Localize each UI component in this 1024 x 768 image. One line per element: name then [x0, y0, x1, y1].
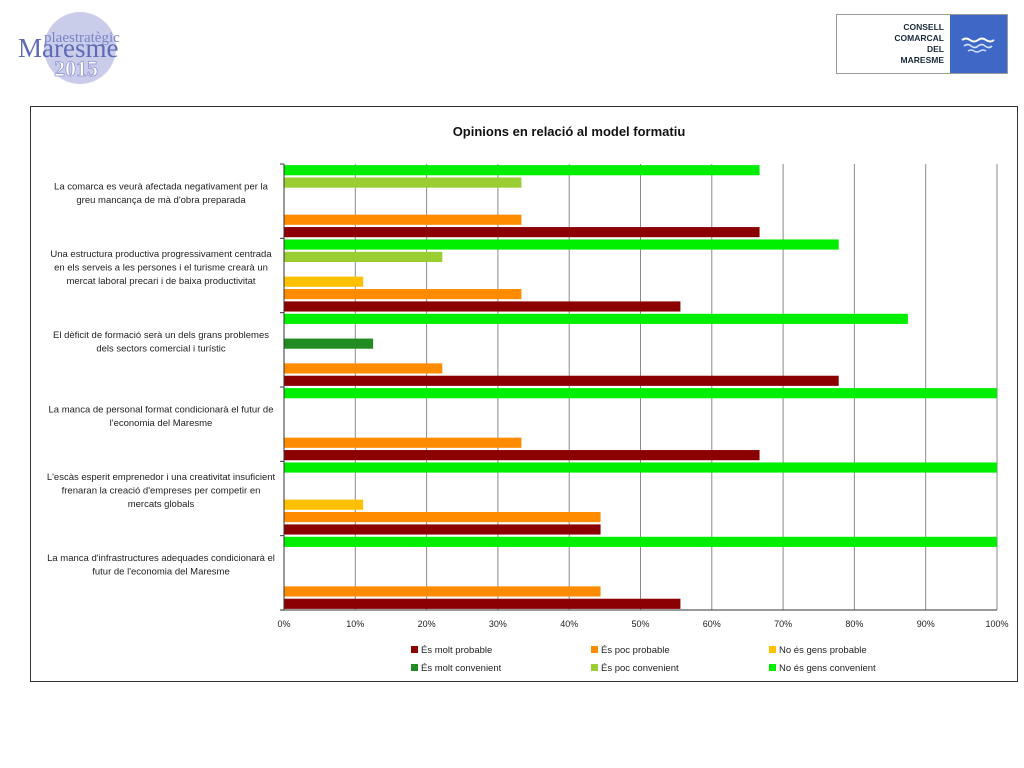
x-tick-label: 100%	[985, 619, 1008, 629]
consell-logo-line: MARESME	[900, 55, 944, 65]
bar	[284, 375, 839, 386]
category-label: mercat laboral precari i de baixa produc…	[66, 276, 255, 287]
category-label: mercats globals	[128, 499, 195, 510]
legend-swatch	[769, 664, 776, 671]
bar	[284, 239, 839, 250]
legend-swatch	[411, 646, 418, 653]
plaestrategic-logo: plaestratègic Maresme 2015	[14, 10, 154, 92]
x-tick-label: 40%	[560, 619, 578, 629]
category-label: La comarca es veurà afectada negativamen…	[54, 181, 269, 192]
legend-swatch	[591, 646, 598, 653]
category-label: greu mancança de mà d'obra preparada	[76, 195, 246, 206]
logo-line1: plaestratègic	[44, 30, 120, 46]
category-label: L'escàs esperit emprenedor i una creativ…	[47, 472, 276, 483]
category-label: El dèficit de formació serà un dels gran…	[53, 330, 269, 341]
legend-label: És molt convenient	[421, 663, 502, 674]
logo-line3: 2015	[54, 56, 98, 81]
bar	[284, 301, 681, 312]
category-label: frenaran la creació d'empreses per compe…	[62, 486, 261, 497]
bar	[284, 313, 908, 324]
consell-logo-text: CONSELL COMARCAL DEL MARESME	[837, 15, 950, 73]
category-label: Una estructura productiva progressivamen…	[50, 249, 272, 260]
legend-label: No és gens convenient	[779, 663, 876, 674]
x-tick-label: 60%	[703, 619, 721, 629]
logo-circle	[44, 12, 116, 84]
legend-label: És poc probable	[601, 645, 670, 656]
bar	[284, 214, 522, 225]
bar	[284, 512, 601, 523]
x-tick-label: 0%	[277, 619, 290, 629]
bar	[284, 338, 374, 349]
bar-chart: Opinions en relació al model formatiu La…	[47, 124, 1009, 674]
consell-logo-line: CONSELL	[903, 22, 944, 32]
bar	[284, 177, 522, 188]
category-label: La manca de personal format condicionarà…	[49, 404, 274, 415]
wave-icon	[961, 37, 995, 53]
x-tick-label: 70%	[774, 619, 792, 629]
bar	[284, 536, 997, 547]
category-label: La manca d'infrastructures adequades con…	[47, 553, 275, 564]
legend-swatch	[411, 664, 418, 671]
bar	[284, 450, 760, 461]
chart-title: Opinions en relació al model formatiu	[453, 124, 686, 139]
bar	[284, 388, 997, 399]
bar	[284, 165, 760, 176]
legend-label: És poc convenient	[601, 663, 679, 674]
x-tick-label: 80%	[845, 619, 863, 629]
bar	[284, 276, 364, 287]
bar	[284, 437, 522, 448]
x-tick-label: 20%	[418, 619, 436, 629]
category-label: en els serveis a les persones i el turis…	[54, 263, 268, 274]
legend-swatch	[769, 646, 776, 653]
bar	[284, 524, 601, 535]
legend-label: És molt probable	[421, 645, 492, 656]
bar	[284, 598, 681, 609]
consell-logo-badge	[950, 15, 1007, 73]
x-tick-label: 30%	[489, 619, 507, 629]
legend-label: No és gens probable	[779, 645, 867, 656]
category-label: futur de l'economia del Maresme	[92, 567, 230, 578]
consell-logo-line: DEL	[927, 44, 944, 54]
logo-line2: Maresme	[18, 33, 118, 63]
legend-swatch	[591, 664, 598, 671]
consell-logo-line: COMARCAL	[894, 33, 944, 43]
x-tick-label: 10%	[346, 619, 364, 629]
x-tick-label: 90%	[917, 619, 935, 629]
bar	[284, 227, 760, 238]
chart-frame: Opinions en relació al model formatiu La…	[30, 106, 1018, 682]
bar	[284, 586, 601, 597]
bar	[284, 251, 443, 262]
consell-comarcal-logo: CONSELL COMARCAL DEL MARESME	[836, 14, 1008, 74]
bar	[284, 289, 522, 300]
category-label: dels sectors comercial i turístic	[96, 344, 226, 355]
bar	[284, 499, 364, 510]
bar	[284, 462, 997, 473]
category-label: l'economia del Maresme	[110, 418, 213, 429]
x-tick-label: 50%	[631, 619, 649, 629]
bar	[284, 363, 443, 374]
